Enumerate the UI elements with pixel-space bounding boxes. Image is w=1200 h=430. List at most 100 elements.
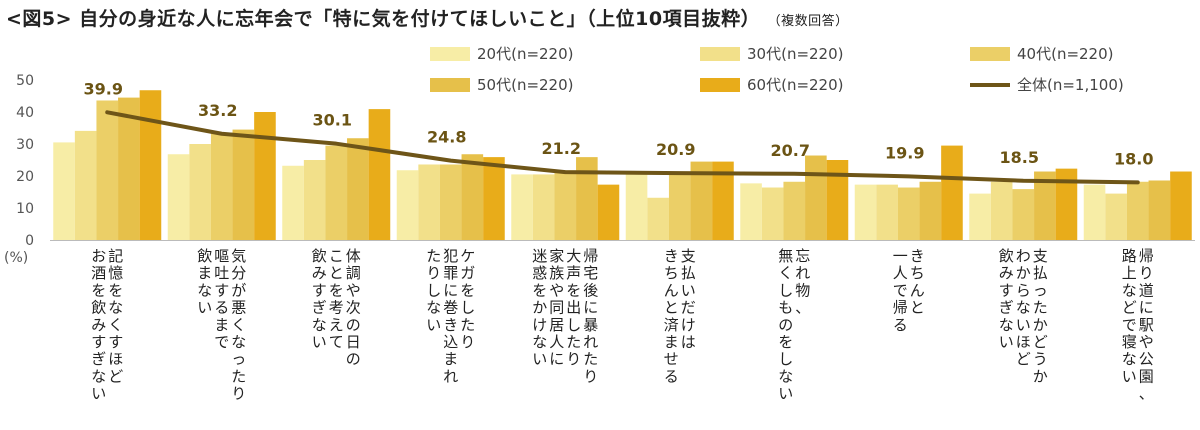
category-char: た xyxy=(583,350,598,368)
category-char: せ xyxy=(664,350,679,368)
bar-1-cat-10 xyxy=(1083,184,1106,240)
bar-1-cat-4 xyxy=(396,170,419,240)
category-char: ぎ xyxy=(312,299,327,317)
category-char: 済 xyxy=(664,316,679,334)
category-char: り xyxy=(231,385,246,403)
category-char: 払 xyxy=(1033,264,1048,282)
category-char: な xyxy=(999,316,1014,334)
data-label: 18.0 xyxy=(1114,149,1153,168)
data-label: 20.9 xyxy=(656,140,695,159)
y-tick-label: 40 xyxy=(16,105,34,121)
category-char: り xyxy=(583,367,598,385)
category-char: 記 xyxy=(108,247,123,265)
bar-1-cat-3 xyxy=(282,165,304,240)
category-char: を xyxy=(778,333,793,351)
data-label: 39.9 xyxy=(84,79,123,98)
legend-swatch xyxy=(700,78,740,92)
category-char: し xyxy=(460,299,475,317)
category-char: 迷 xyxy=(532,247,547,265)
category-char: り xyxy=(1139,264,1154,282)
category-char: く xyxy=(231,316,246,334)
category-char: な xyxy=(1016,299,1031,317)
category-char: ガ xyxy=(460,264,475,282)
bar-1-cat-8 xyxy=(854,184,877,240)
category-char: 込 xyxy=(443,333,458,351)
category-char: い xyxy=(532,350,547,368)
bar-2-cat-4 xyxy=(418,164,440,240)
category-char: う xyxy=(1033,350,1048,368)
category-char: を xyxy=(329,281,344,299)
category-char: い xyxy=(197,299,212,317)
category-char: 気 xyxy=(231,247,246,265)
bar-3-cat-7 xyxy=(783,181,806,240)
category-char: 宅 xyxy=(583,264,598,282)
category-char: な xyxy=(1122,350,1137,368)
category-char: 体 xyxy=(346,247,361,265)
bar-4-cat-6 xyxy=(690,161,713,240)
legend-label: 30代(n=220) xyxy=(747,45,844,63)
category-char: ほ xyxy=(1016,333,1031,351)
data-label: 18.5 xyxy=(1000,148,1039,167)
category-char: 、 xyxy=(1139,385,1154,403)
category-char: に xyxy=(443,281,458,299)
y-axis-unit: (%) xyxy=(4,250,28,266)
category-char: 無 xyxy=(778,247,793,265)
category-char: く xyxy=(778,264,793,282)
category-char: お xyxy=(91,247,106,265)
category-char: 声 xyxy=(566,264,581,282)
category-char: 飲 xyxy=(91,299,106,317)
category-char: 上 xyxy=(1122,264,1137,282)
category-char: す xyxy=(91,333,106,351)
bar-1-cat-9 xyxy=(969,193,991,240)
category-char: な xyxy=(1122,281,1137,299)
category-char: 帰 xyxy=(1139,247,1154,265)
category-char: し xyxy=(778,350,793,368)
bar-5-cat-4 xyxy=(483,157,505,240)
category-char: み xyxy=(312,264,327,282)
category-char: 人 xyxy=(893,264,908,282)
bar-1-cat-6 xyxy=(625,174,648,240)
bar-3-cat-4 xyxy=(439,164,462,240)
data-labels-group: 39.9 33.2 30.1 24.8 21.2 20.9 20.7 19.9 18.5 18.0 xyxy=(84,79,1154,168)
category-char: 惑 xyxy=(532,264,547,282)
bar-3-cat-2 xyxy=(210,132,233,240)
category-char: な xyxy=(778,367,793,385)
category-char: た xyxy=(426,247,441,265)
bar-5-cat-8 xyxy=(941,145,963,240)
category-char: ま xyxy=(214,316,229,334)
category-char: り xyxy=(460,333,475,351)
bar-4-cat-3 xyxy=(347,138,369,240)
y-tick-label: 20 xyxy=(16,169,34,185)
category-char: 調 xyxy=(346,264,361,282)
data-label: 24.8 xyxy=(427,128,466,147)
bar-4-cat-10 xyxy=(1148,180,1171,240)
category-char: き xyxy=(443,316,458,334)
category-char: ぎ xyxy=(999,299,1014,317)
category-char: 族 xyxy=(549,264,564,282)
category-char: く xyxy=(108,316,123,334)
category-char: 忘 xyxy=(795,247,810,265)
bar-4-cat-2 xyxy=(232,129,255,240)
bar-3-cat-6 xyxy=(668,174,691,240)
bar-2-cat-7 xyxy=(761,187,784,240)
y-tick-label: 50 xyxy=(16,73,34,89)
category-char: ど xyxy=(108,367,123,385)
category-char: 物 xyxy=(795,281,810,299)
category-char: を xyxy=(108,281,123,299)
category-char: た xyxy=(1033,299,1048,317)
category-char: を xyxy=(460,281,475,299)
category-char: み xyxy=(91,316,106,334)
category-char: 悪 xyxy=(231,299,246,317)
category-char: え xyxy=(329,316,344,334)
data-label: 19.9 xyxy=(885,143,924,162)
category-char: や xyxy=(549,281,564,299)
category-char: ど xyxy=(1122,299,1137,317)
category-char: な xyxy=(197,281,212,299)
category-char: な xyxy=(312,316,327,334)
bar-3-cat-5 xyxy=(554,170,577,240)
category-char: ま xyxy=(664,333,679,351)
category-char: ん xyxy=(664,281,679,299)
category-char: 家 xyxy=(549,247,564,265)
y-tick-label: 0 xyxy=(25,233,34,249)
